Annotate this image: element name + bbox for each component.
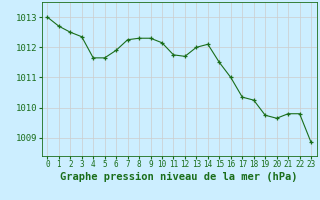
X-axis label: Graphe pression niveau de la mer (hPa): Graphe pression niveau de la mer (hPa) xyxy=(60,172,298,182)
